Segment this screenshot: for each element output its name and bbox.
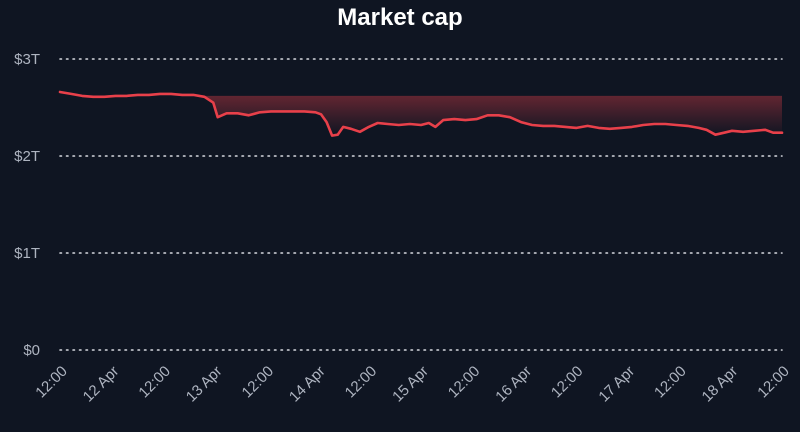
- x-tick-label: 17 Apr: [595, 363, 638, 406]
- x-tick-label: 12:00: [32, 363, 71, 402]
- market-cap-line: [58, 90, 784, 137]
- x-tick-label: 12:00: [445, 363, 484, 402]
- x-tick-label: 12:00: [651, 363, 690, 402]
- x-tick-label: 12:00: [135, 363, 174, 402]
- x-tick-label: 12:00: [754, 363, 793, 402]
- series-area-fill: [60, 95, 782, 136]
- x-tick-label: 12:00: [239, 363, 278, 402]
- y-tick-label: $2T: [14, 148, 40, 165]
- y-tick-label: $3T: [14, 51, 40, 68]
- x-tick-label: 12:00: [342, 363, 381, 402]
- x-tick-label: 18 Apr: [699, 363, 742, 406]
- chart-title: Market cap: [337, 4, 463, 31]
- x-tick-label: 14 Apr: [286, 363, 329, 406]
- x-tick-label: 13 Apr: [183, 363, 226, 406]
- y-tick-label: $0: [23, 342, 40, 359]
- x-tick-label: 12:00: [548, 363, 587, 402]
- x-tick-label: 15 Apr: [389, 363, 432, 406]
- x-tick-label: 16 Apr: [492, 363, 535, 406]
- y-tick-label: $1T: [14, 245, 40, 262]
- x-tick-label: 12 Apr: [80, 363, 123, 406]
